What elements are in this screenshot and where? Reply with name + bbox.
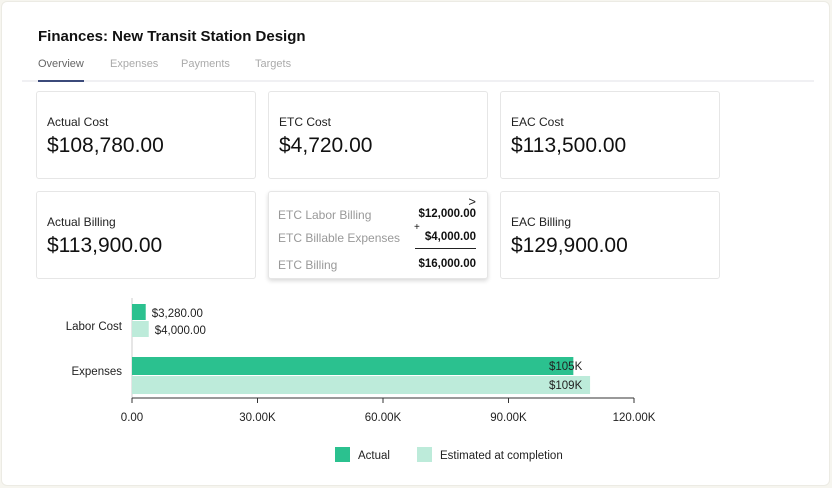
card-value: $113,500.00 bbox=[511, 134, 627, 157]
eac-cost-card: EAC Cost $113,500.00 bbox=[500, 91, 720, 179]
x-tick-label: 120.00K bbox=[613, 412, 656, 424]
card-value: $113,900.00 bbox=[47, 234, 163, 257]
tab-bar: Overview Expenses Payments Targets bbox=[22, 58, 814, 82]
etc-labor-value: $12,000.00 bbox=[418, 208, 476, 220]
tab-overview[interactable]: Overview bbox=[38, 58, 84, 82]
legend-label-estimated: Estimated at completion bbox=[440, 450, 563, 462]
card-value: $4,720.00 bbox=[279, 134, 373, 157]
card-label: EAC Cost bbox=[511, 115, 564, 129]
bar-estimated[interactable] bbox=[132, 376, 591, 394]
bar-estimated[interactable] bbox=[132, 321, 149, 337]
card-label: ETC Cost bbox=[279, 115, 332, 129]
card-label: EAC Billing bbox=[511, 215, 572, 229]
actual-billing-card: Actual Billing $113,900.00 bbox=[36, 191, 256, 279]
legend-swatch-estimated bbox=[417, 447, 432, 462]
card-value: $129,900.00 bbox=[511, 234, 628, 257]
x-tick-label: 30.00K bbox=[239, 412, 276, 424]
bar-actual[interactable] bbox=[132, 357, 574, 375]
x-tick-label: 0.00 bbox=[121, 412, 143, 424]
bar-value-label: $105K bbox=[549, 361, 583, 373]
etc-expenses-label: ETC Billable Expenses bbox=[278, 231, 401, 245]
tab-payments[interactable]: Payments bbox=[181, 58, 230, 70]
bar-value-label: $4,000.00 bbox=[155, 325, 206, 337]
legend-label-actual: Actual bbox=[358, 450, 390, 462]
etc-billing-label: ETC Billing bbox=[278, 258, 338, 272]
card-value: $108,780.00 bbox=[47, 134, 164, 157]
legend: Actual Estimated at completion bbox=[335, 447, 563, 462]
legend-swatch-actual bbox=[335, 447, 350, 462]
bar-value-label: $3,280.00 bbox=[152, 308, 203, 320]
category-label: Labor Cost bbox=[66, 321, 123, 333]
sum-divider bbox=[415, 248, 476, 249]
etc-labor-label: ETC Labor Billing bbox=[278, 208, 372, 222]
plus-sign: + bbox=[414, 222, 420, 233]
etc-cost-card: ETC Cost $4,720.00 bbox=[268, 91, 488, 179]
page-title: Finances: New Transit Station Design bbox=[38, 28, 306, 45]
etc-billing-value: $16,000.00 bbox=[418, 258, 476, 270]
tab-targets[interactable]: Targets bbox=[255, 58, 292, 70]
x-tick-label: 60.00K bbox=[365, 412, 402, 424]
chevron-right-icon[interactable]: > bbox=[468, 194, 476, 209]
actual-cost-card: Actual Cost $108,780.00 bbox=[36, 91, 256, 179]
tab-expenses[interactable]: Expenses bbox=[110, 58, 159, 70]
bar-value-label: $109K bbox=[549, 380, 583, 392]
card-label: Actual Billing bbox=[47, 215, 116, 229]
eac-billing-card: EAC Billing $129,900.00 bbox=[500, 191, 720, 279]
etc-expenses-value: $4,000.00 bbox=[424, 231, 476, 243]
x-tick-label: 90.00K bbox=[490, 412, 527, 424]
bar-actual[interactable] bbox=[132, 304, 146, 320]
etc-billing-card[interactable]: > ETC Labor Billing $12,000.00 + ETC Bill… bbox=[268, 191, 488, 279]
category-label: Expenses bbox=[71, 366, 122, 378]
card-label: Actual Cost bbox=[47, 115, 109, 129]
